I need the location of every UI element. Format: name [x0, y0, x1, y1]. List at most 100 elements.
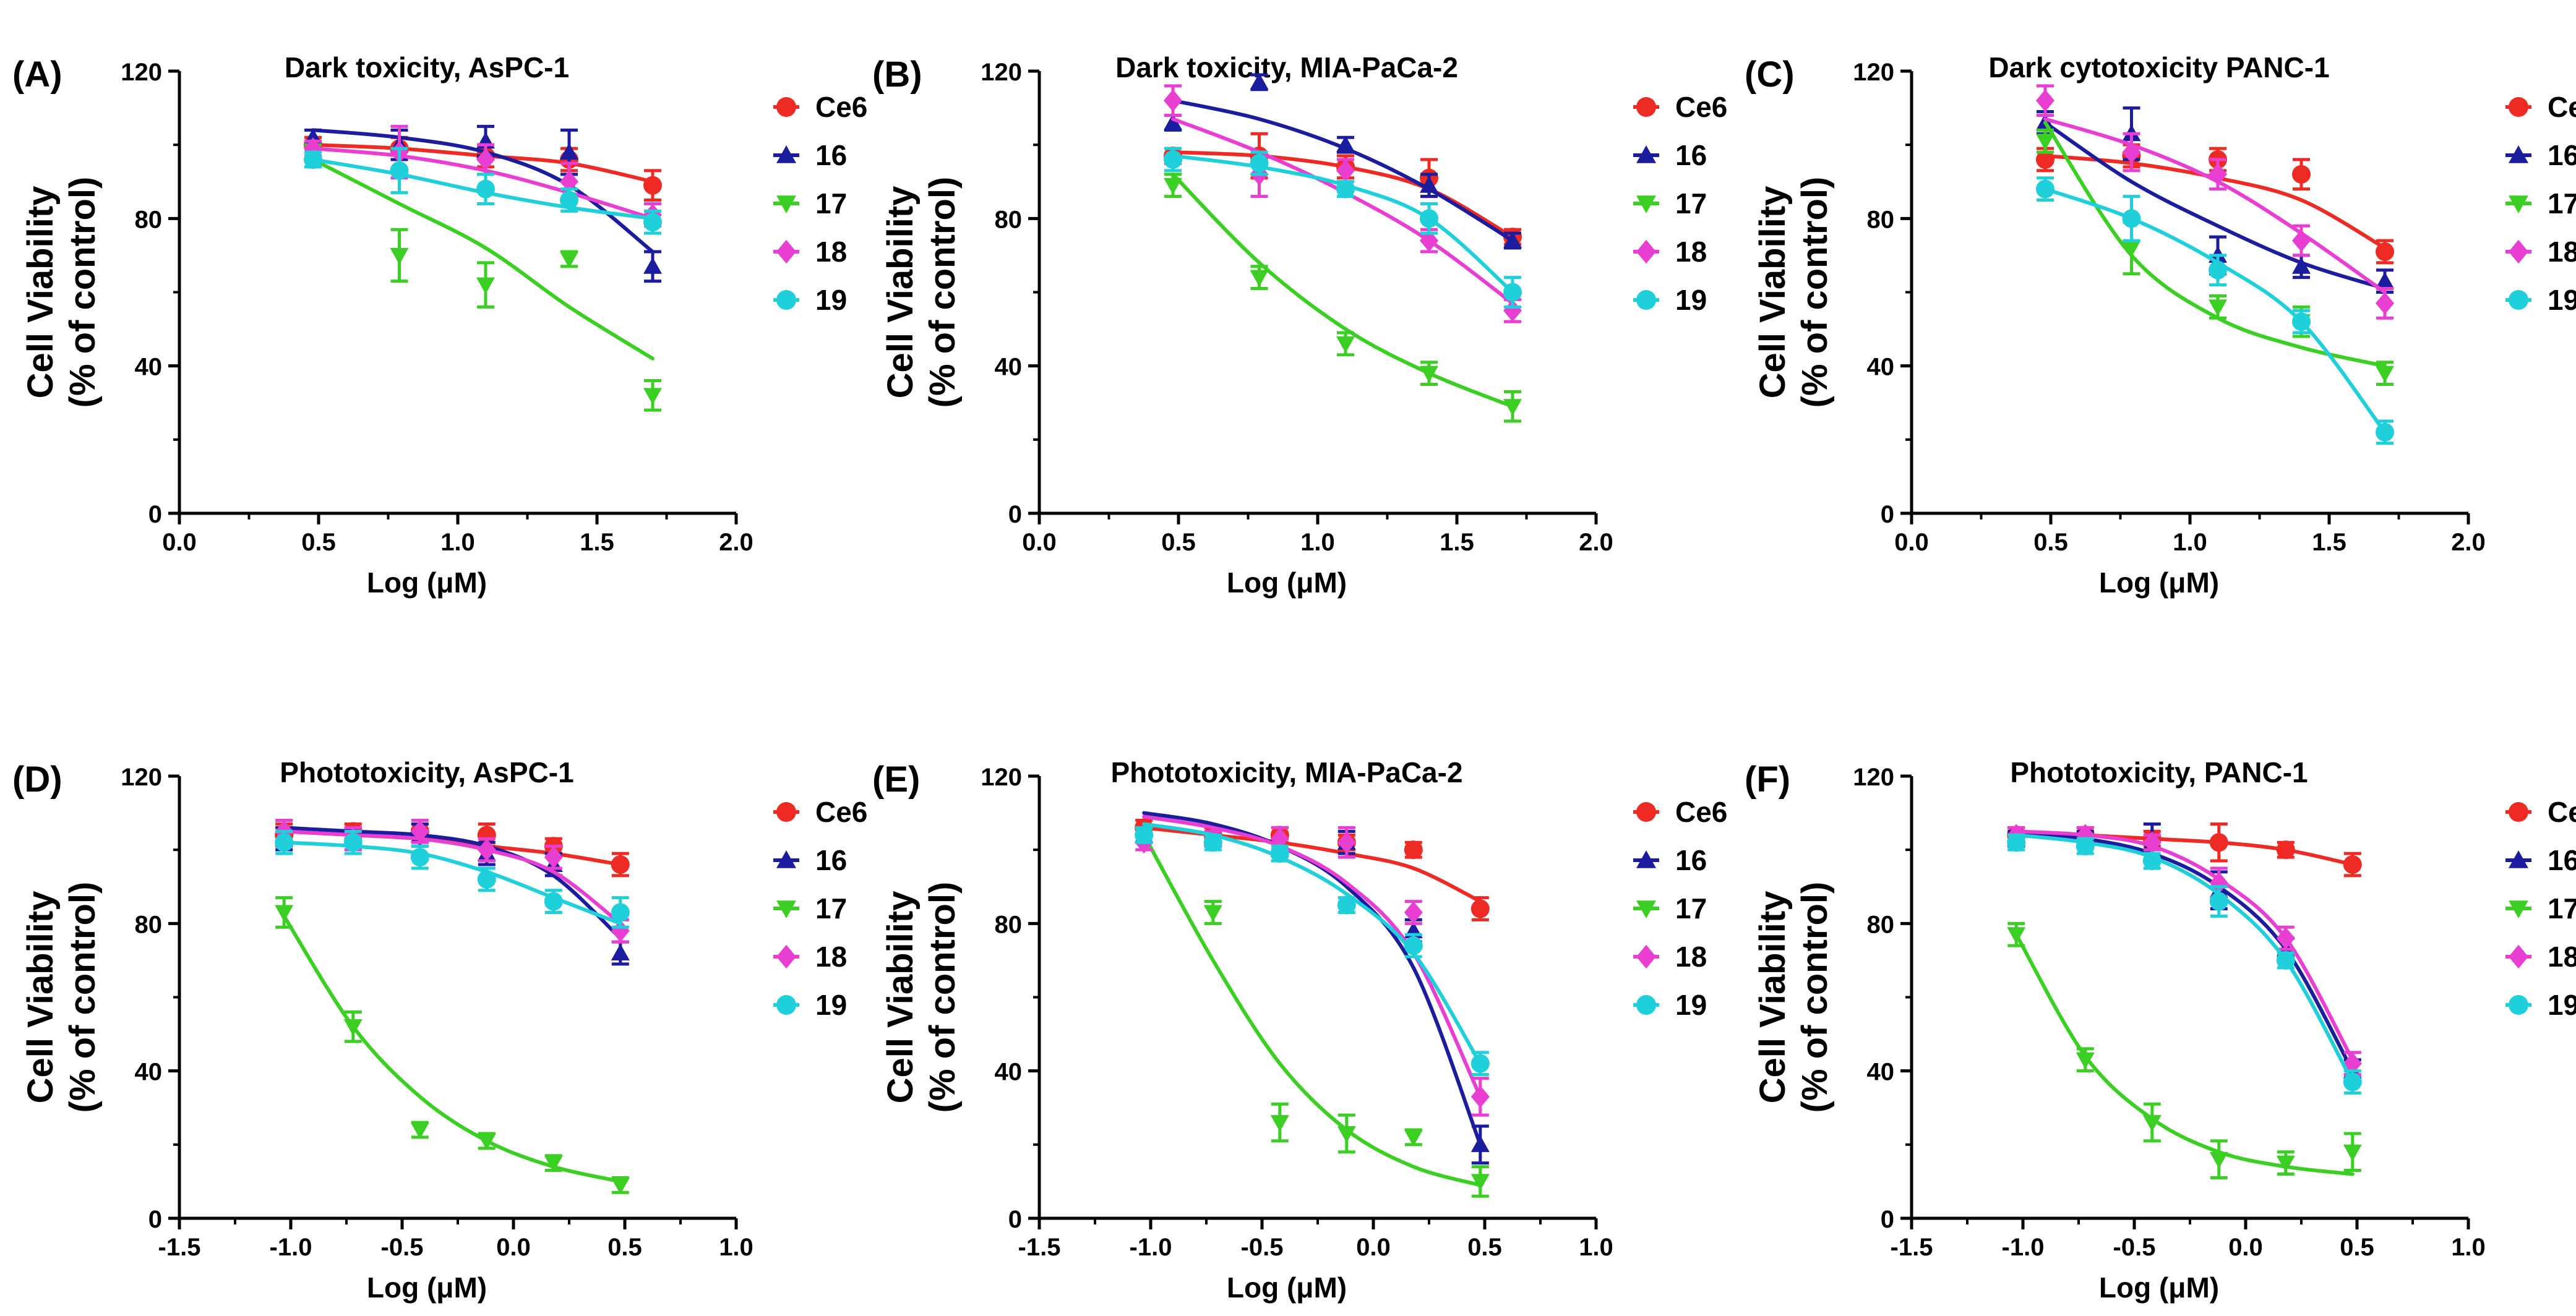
fit-curve: [1142, 811, 1482, 1147]
legend-label: 19: [815, 284, 847, 316]
x-tick-label: -1.5: [1891, 1234, 1933, 1261]
data-point: [2142, 852, 2162, 871]
y-axis-label: Cell Viability: [880, 891, 921, 1104]
data-point: [1404, 901, 1423, 924]
fit-curve: [1142, 826, 1482, 904]
fit-curve: [1142, 814, 1482, 1099]
data-point: [643, 257, 662, 274]
data-point: [343, 833, 363, 852]
legend-label: Ce6: [2548, 796, 2576, 828]
x-tick-label: 1.5: [1440, 529, 1474, 556]
series-16: [1164, 72, 1522, 250]
legend-marker: [776, 850, 796, 868]
legend-label: 17: [2548, 892, 2576, 925]
data-point: [1250, 72, 1269, 90]
fit-curve: [1142, 833, 1482, 1187]
data-point: [643, 388, 662, 405]
data-point: [410, 848, 429, 867]
legend-label: Ce6: [2548, 91, 2576, 123]
data-point: [560, 170, 578, 193]
data-point: [2343, 855, 2362, 874]
data-point: [611, 920, 630, 942]
legend-label: Ce6: [815, 796, 867, 828]
data-point: [477, 870, 496, 889]
y-tick-label: 80: [1867, 206, 1895, 233]
data-point: [476, 148, 495, 171]
fit-curve: [2014, 829, 2355, 1073]
legend-marker: [1636, 97, 1656, 117]
x-tick-label: 0.0: [1894, 529, 1929, 556]
x-tick-label: 0.0: [1356, 1234, 1391, 1261]
data-point: [611, 1177, 630, 1195]
y-tick-label: 40: [995, 1059, 1023, 1086]
legend-marker: [1636, 995, 1656, 1015]
x-tick-label: 0.5: [2340, 1234, 2374, 1261]
fit-curve: [311, 158, 655, 361]
data-point: [1470, 1135, 1490, 1152]
series-18: [2007, 824, 2362, 1077]
data-point: [2036, 134, 2054, 151]
data-point: [1404, 1129, 1423, 1147]
y-tick-label: 80: [1867, 911, 1895, 938]
legend-marker: [776, 97, 796, 117]
y-axis-label: (% of control): [62, 882, 103, 1113]
series-17: [2007, 921, 2362, 1179]
legend-label: 19: [2548, 284, 2576, 316]
data-point: [2076, 837, 2095, 856]
data-point: [611, 903, 630, 922]
legend-marker: [776, 995, 796, 1015]
chart-panel-c: 0 40 80 120 0.0 0.5 1.0 1.5 2.0 (C) Dark cytotoxic…: [1745, 51, 2576, 599]
y-tick-label: 120: [1853, 59, 1894, 86]
series-19: [1135, 822, 1490, 1077]
legend-marker: [1636, 239, 1656, 264]
x-tick-label: 0.5: [608, 1234, 642, 1261]
y-tick-label: 40: [135, 354, 163, 381]
legend-marker: [2509, 290, 2528, 310]
chart-title: Dark toxicity, MIA-PaCa-2: [1115, 51, 1458, 83]
data-point: [1503, 283, 1522, 302]
series-19: [275, 829, 630, 929]
data-point: [560, 190, 578, 210]
data-point: [1270, 827, 1289, 850]
y-tick-label: 80: [135, 911, 163, 938]
x-tick-label: -1.0: [2002, 1234, 2045, 1261]
data-point: [2122, 209, 2141, 228]
x-tick-label: 0.5: [1467, 1234, 1502, 1261]
data-point: [275, 905, 294, 922]
data-point: [2209, 892, 2228, 911]
data-point: [343, 1019, 363, 1036]
y-tick-label: 0: [1881, 501, 1894, 528]
x-tick-label: -1.0: [270, 1234, 312, 1261]
data-point: [1503, 399, 1522, 416]
data-point: [1203, 905, 1222, 922]
legend-label: 18: [1675, 236, 1707, 268]
data-point: [476, 179, 495, 199]
legend-label: 18: [815, 236, 847, 268]
data-point: [1420, 209, 1438, 228]
data-point: [2292, 312, 2311, 331]
data-point: [544, 846, 563, 869]
data-point: [1164, 113, 1182, 130]
y-tick-label: 0: [1008, 501, 1022, 528]
series-19: [2036, 176, 2394, 445]
chart-title: Dark toxicity, AsPC-1: [285, 51, 569, 83]
x-tick-label: 1.0: [1300, 529, 1335, 556]
y-tick-label: 120: [121, 764, 162, 791]
x-tick-label: 2.0: [2451, 529, 2486, 556]
data-point: [2276, 951, 2295, 970]
data-point: [2276, 840, 2295, 860]
data-point: [611, 855, 630, 874]
legend-marker: [2509, 995, 2528, 1015]
y-tick-label: 40: [1867, 354, 1895, 381]
fit-curve: [2043, 121, 2387, 291]
legend-label: 18: [1675, 941, 1707, 973]
y-tick-label: 120: [981, 59, 1022, 86]
data-point: [2209, 833, 2228, 852]
legend-marker: [1636, 944, 1656, 969]
series-16: [2007, 822, 2362, 1084]
x-tick-label: -0.5: [2113, 1234, 2156, 1261]
data-point: [2007, 833, 2026, 852]
series-19: [1164, 147, 1522, 309]
legend-label: 17: [1675, 187, 1707, 220]
data-point: [1470, 1054, 1490, 1073]
